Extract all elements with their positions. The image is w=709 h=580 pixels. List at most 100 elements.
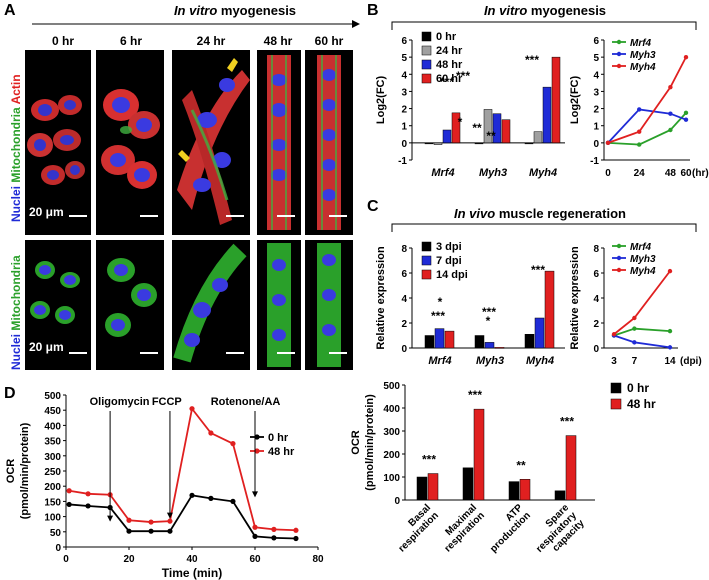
b-line-legend-label: Myh4 xyxy=(630,62,656,73)
panel-c-title: In vivo muscle regeneration xyxy=(420,206,660,221)
micrograph-row1-0hr: 20 μm xyxy=(25,50,91,235)
d-line-point xyxy=(208,495,214,501)
d-line-point xyxy=(167,528,173,534)
b-bar-y-label: Log2(FC) xyxy=(375,76,387,125)
b-line-legend-point xyxy=(616,63,622,69)
d-line-injection-label: Oligomycin xyxy=(90,396,150,408)
b-bar-significance: * xyxy=(458,115,463,129)
chart-b-bar: -1 0 1 2 3 4 5 6 Log2(FC) Mrf4 Myh3 Myh4 0 hr 24 hr 48… xyxy=(375,31,565,179)
d-line-point xyxy=(271,535,277,541)
c-bar-legend-swatch xyxy=(421,255,432,266)
b-bar-mark xyxy=(433,142,443,145)
panel-letter-c: C xyxy=(367,198,379,215)
panel-a-title-italic: In vitro xyxy=(173,3,218,18)
b-bar-mark xyxy=(483,109,493,144)
scale-bar xyxy=(140,215,158,217)
c-bar-mark xyxy=(444,330,455,349)
d-line-point xyxy=(230,498,236,504)
micrograph-row2-0hr: 20 μm xyxy=(25,240,91,370)
c-line-x-unit: (dpi) xyxy=(680,356,702,367)
b-bar-legend-label: 0 hr xyxy=(436,31,457,43)
b-line-legend-point xyxy=(616,39,622,45)
b-bar-significance: ** xyxy=(486,129,496,143)
b-bar-y-tick-label: 4 xyxy=(401,70,407,81)
b-line-point xyxy=(668,111,673,116)
d-line-x-tick-label: 40 xyxy=(186,554,198,565)
scale-bar xyxy=(140,352,158,354)
d-line-y-tick-label: 350 xyxy=(44,437,61,448)
b-bar-mark xyxy=(442,129,452,144)
d-line-point xyxy=(148,519,154,525)
c-bar-y-tick-label: 4 xyxy=(401,294,407,305)
d-line-x-label: Time (min) xyxy=(162,566,222,580)
c-bar-mark xyxy=(544,270,555,349)
d-line-y-tick-label: 100 xyxy=(44,513,61,524)
c-line-series xyxy=(613,270,671,335)
b-bar-category-label: Myh4 xyxy=(529,167,557,179)
d-line-point xyxy=(293,535,299,542)
d-line-legend-point xyxy=(254,434,260,440)
b-line-point xyxy=(683,110,689,116)
c-bar-legend-swatch xyxy=(421,241,432,252)
c-line-legend-point xyxy=(616,267,622,273)
c-bar-mark xyxy=(474,335,485,349)
d-line-point xyxy=(66,501,72,508)
c-line-legend-point xyxy=(616,255,622,261)
d-bar-significance: ** xyxy=(516,458,526,472)
c-bar-category-label: Mrf4 xyxy=(428,355,451,367)
b-bar-mark xyxy=(533,131,543,144)
b-line-x-tick-label: 24 xyxy=(634,168,646,179)
c-line-y-tick-label: 6 xyxy=(593,269,599,280)
panel-letter-d: D xyxy=(4,385,16,402)
d-bar-legend-swatch xyxy=(610,398,622,410)
scale-bar xyxy=(277,215,295,217)
d-bar-y-tick-label: 200 xyxy=(383,450,400,461)
c-bar-significance: *** xyxy=(482,305,496,319)
c-line-legend-label: Myh4 xyxy=(630,266,656,277)
panel-c-title-rest: muscle regeneration xyxy=(495,206,626,221)
c-line-legend-label: Mrf4 xyxy=(630,242,652,253)
d-line-2-y-label: (pmol/min/protein) xyxy=(19,422,31,519)
b-bar-legend-label: 48 hr xyxy=(436,59,463,71)
d-line-injection-label: Rotenone/AA xyxy=(211,396,281,408)
c-line-y-tick-label: 2 xyxy=(593,319,599,330)
b-bar-y-tick-label: 1 xyxy=(401,122,407,133)
d-line-point xyxy=(126,517,132,523)
scale-bar xyxy=(226,215,244,217)
d-bar-legend-swatch xyxy=(610,382,622,394)
b-line-y-tick-label: 0 xyxy=(593,139,599,150)
b-bar-legend-swatch xyxy=(421,59,432,70)
d-line-y-tick-label: 500 xyxy=(44,391,61,402)
label-mitochondria-2: Mitochondria xyxy=(9,255,23,331)
timepoint-label-4: 60 hr xyxy=(314,34,344,48)
label-nuclei-2: Nuclei xyxy=(9,333,23,370)
row2-stain-label: Nuclei Mitochondria xyxy=(9,255,23,370)
d-line-point xyxy=(230,441,236,447)
b-bar-legend-label: 60 hr xyxy=(436,73,463,85)
d-line-point xyxy=(85,491,91,497)
c-bar-legend-label: 14 dpi xyxy=(436,269,468,281)
b-line-point xyxy=(637,129,642,134)
micrograph-row2-6hr xyxy=(96,240,164,370)
d-line-y-tick-label: 250 xyxy=(44,467,61,478)
scale-label-row1: 20 μm xyxy=(29,205,64,219)
b-bar-mark xyxy=(451,112,461,144)
c-bar-y-tick-label: 6 xyxy=(401,269,407,280)
d-line-point xyxy=(66,488,72,494)
c-bar-legend-swatch xyxy=(421,269,432,280)
row1-stain-label: Nuclei Mitochondria Actin xyxy=(9,74,23,222)
b-bar-significance: *** xyxy=(456,69,470,83)
b-bar-mark xyxy=(524,142,534,145)
d-bar-mark xyxy=(565,435,577,501)
d-bar-significance: *** xyxy=(560,415,574,429)
c-bar-category-label: Myh3 xyxy=(476,355,504,367)
micrograph-row1-24hr xyxy=(172,50,250,235)
label-mitochondria: Mitochondria xyxy=(9,107,23,183)
c-line-y-label: Relative expression xyxy=(570,246,581,350)
d-bar-y-tick-label: 100 xyxy=(383,473,400,484)
b-bar-significance: *** xyxy=(440,75,454,89)
b-line-legend-label: Mrf4 xyxy=(630,38,652,49)
timepoint-label-2: 24 hr xyxy=(196,34,226,48)
